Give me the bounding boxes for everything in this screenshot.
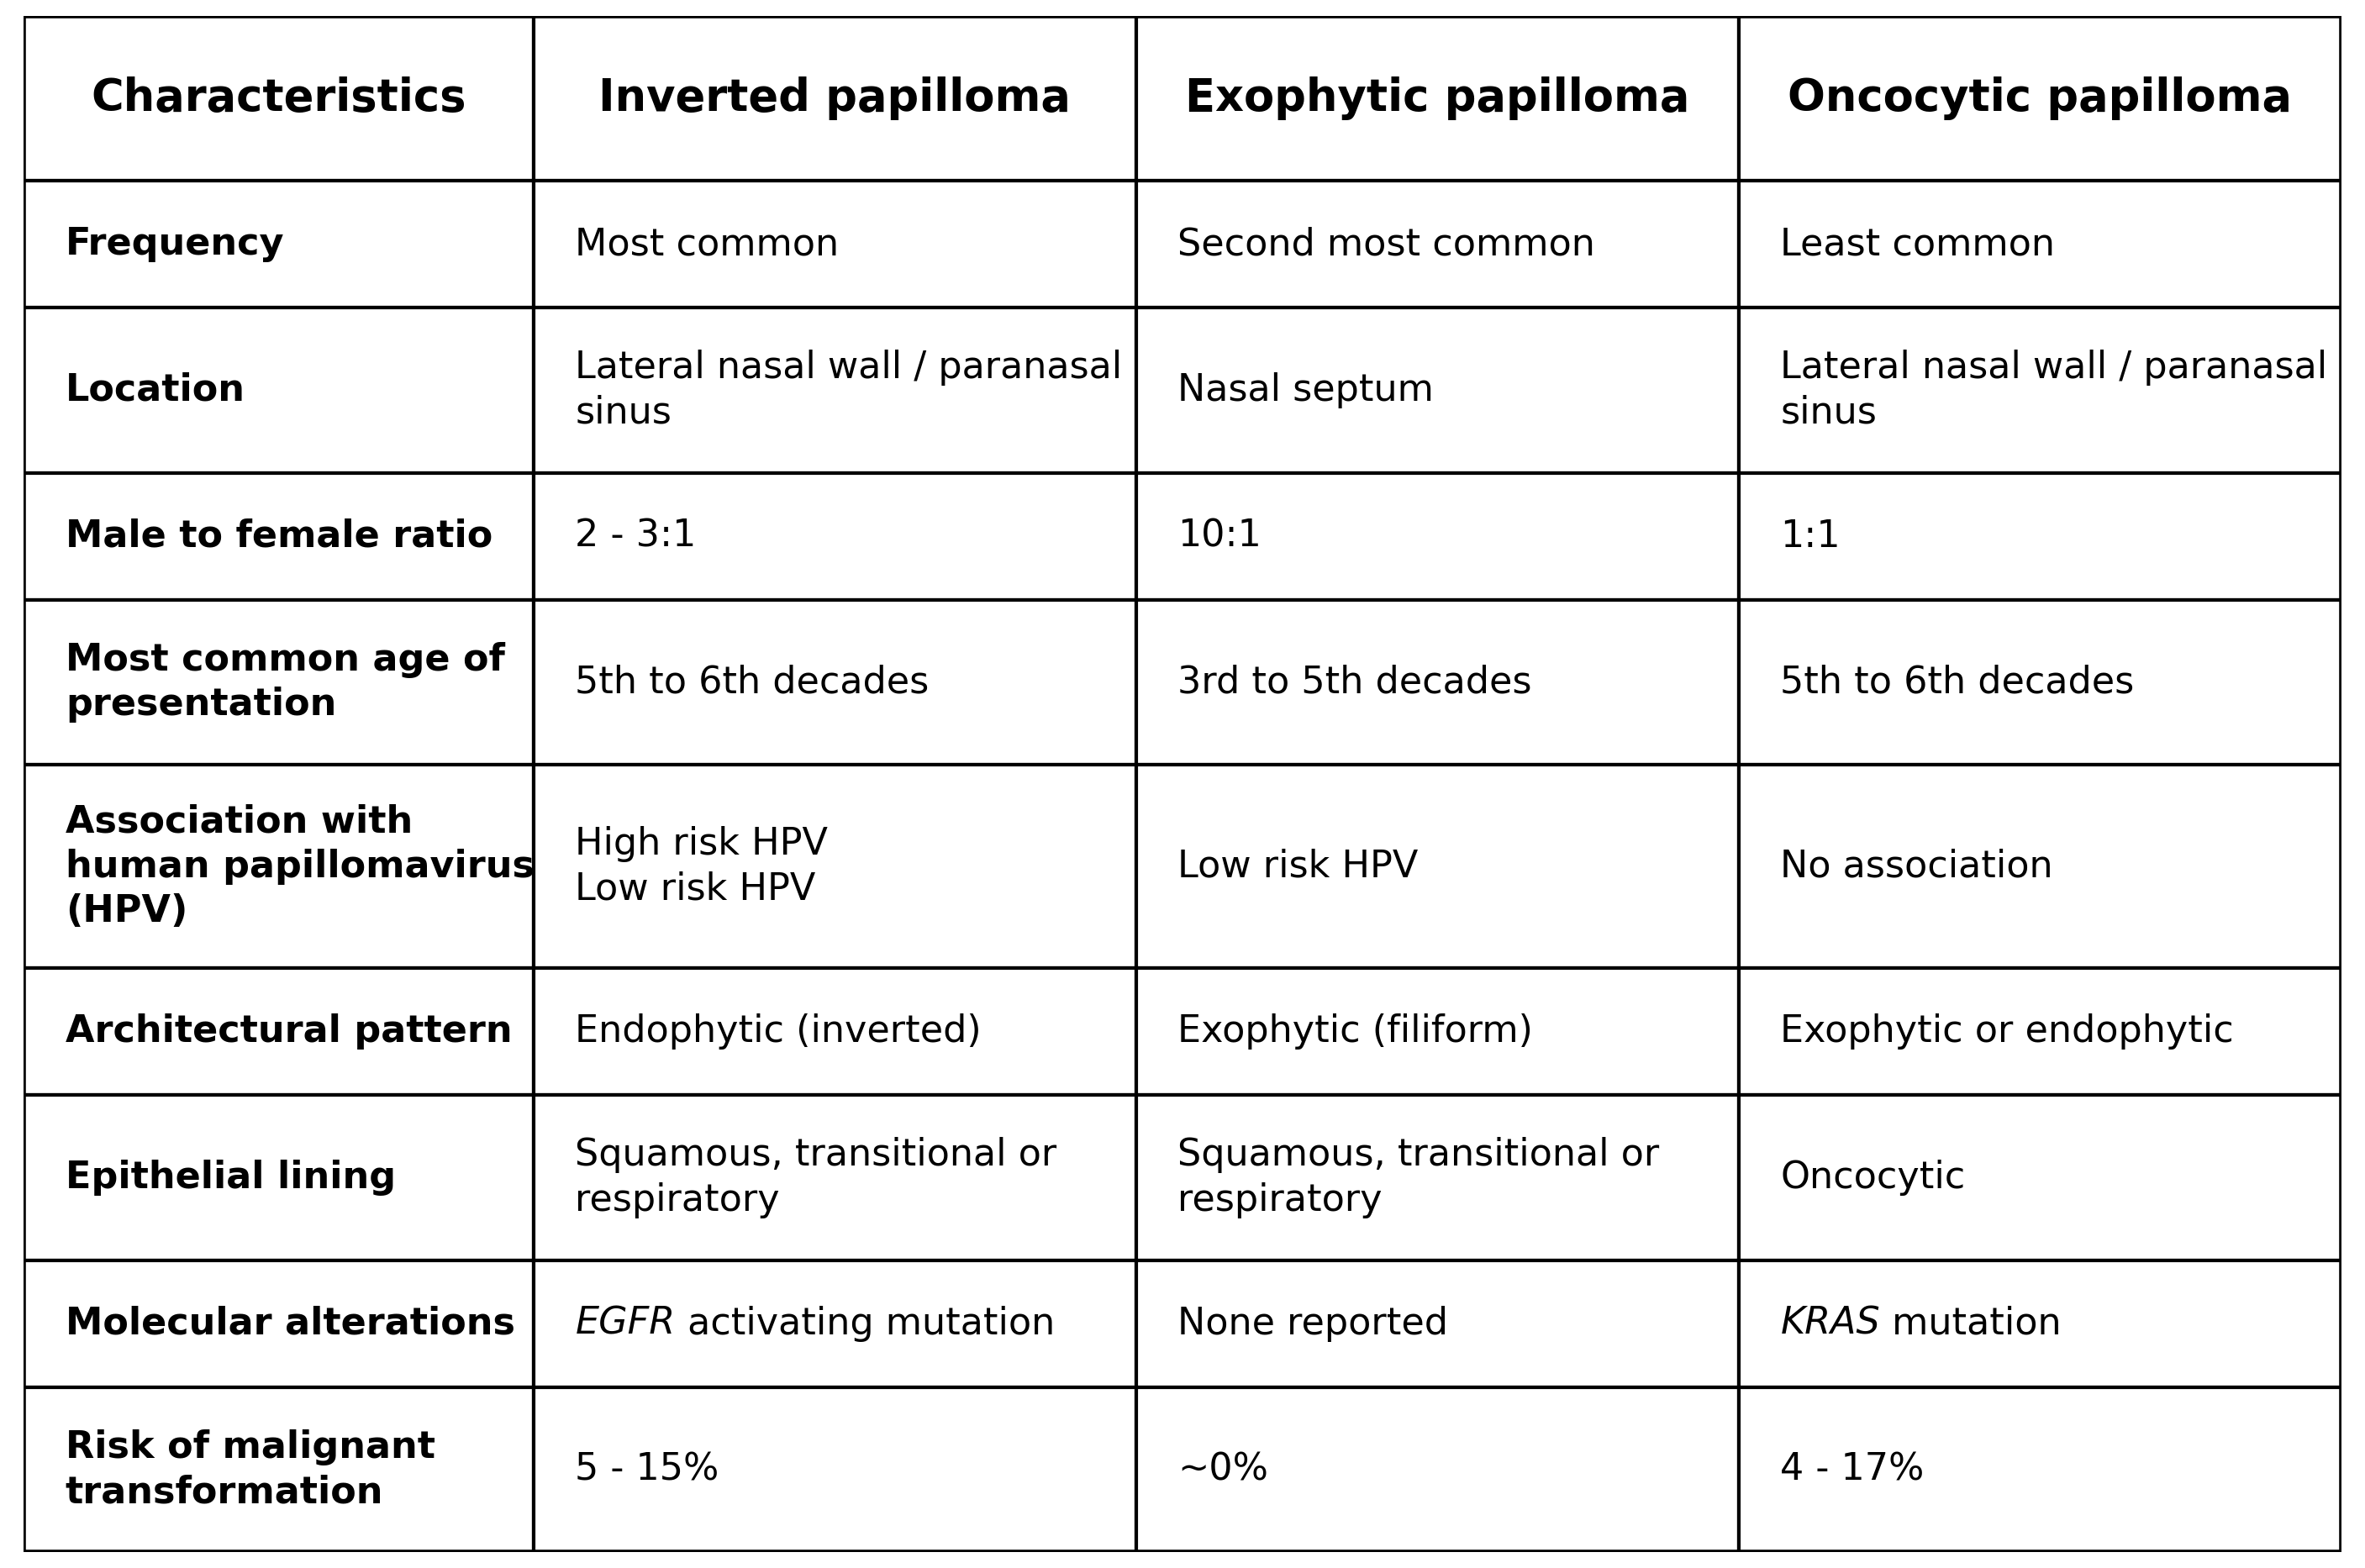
Bar xyxy=(24,1094,534,1261)
Text: 5 - 15%: 5 - 15% xyxy=(575,1452,719,1488)
Bar xyxy=(534,307,1135,474)
Bar xyxy=(1135,601,1738,765)
Bar xyxy=(534,967,1135,1094)
Text: Frequency: Frequency xyxy=(66,226,284,262)
Bar xyxy=(24,474,534,601)
Text: 10:1: 10:1 xyxy=(1178,519,1263,555)
Text: Low risk HPV: Low risk HPV xyxy=(1178,848,1419,884)
Text: Epithelial lining: Epithelial lining xyxy=(66,1160,395,1196)
Text: 1:1: 1:1 xyxy=(1781,519,1840,555)
Bar xyxy=(24,180,534,307)
Bar xyxy=(1135,765,1738,967)
Text: Second most common: Second most common xyxy=(1178,226,1596,262)
Bar xyxy=(1738,1261,2341,1388)
Bar xyxy=(534,180,1135,307)
Text: Location: Location xyxy=(66,372,246,408)
Bar xyxy=(24,1261,534,1388)
Bar xyxy=(534,16,1135,180)
Text: Architectural pattern: Architectural pattern xyxy=(66,1013,513,1049)
Text: 4 - 17%: 4 - 17% xyxy=(1781,1452,1925,1488)
Text: ~0%: ~0% xyxy=(1178,1452,1268,1488)
Text: Most common age of
presentation: Most common age of presentation xyxy=(66,641,504,723)
Text: mutation: mutation xyxy=(1880,1306,2062,1342)
Text: Molecular alterations: Molecular alterations xyxy=(66,1306,516,1342)
Bar xyxy=(1738,765,2341,967)
Bar xyxy=(1738,307,2341,474)
Bar xyxy=(1135,180,1738,307)
Bar xyxy=(1135,307,1738,474)
Bar xyxy=(24,765,534,967)
Text: KRAS: KRAS xyxy=(1781,1306,1880,1342)
Bar xyxy=(1738,1094,2341,1261)
Text: Oncocytic papilloma: Oncocytic papilloma xyxy=(1788,77,2292,121)
Text: Oncocytic: Oncocytic xyxy=(1781,1160,1965,1196)
Text: Inverted papilloma: Inverted papilloma xyxy=(598,77,1071,121)
Text: 5th to 6th decades: 5th to 6th decades xyxy=(575,665,929,701)
Text: Squamous, transitional or
respiratory: Squamous, transitional or respiratory xyxy=(575,1137,1057,1218)
Bar xyxy=(534,1261,1135,1388)
Text: None reported: None reported xyxy=(1178,1306,1447,1342)
Bar xyxy=(24,601,534,765)
Text: activating mutation: activating mutation xyxy=(676,1306,1055,1342)
Text: Association with
human papillomavirus
(HPV): Association with human papillomavirus (H… xyxy=(66,804,534,930)
Bar xyxy=(1135,474,1738,601)
Bar xyxy=(534,474,1135,601)
Bar xyxy=(24,967,534,1094)
Bar xyxy=(1135,1094,1738,1261)
Text: 5th to 6th decades: 5th to 6th decades xyxy=(1781,665,2136,701)
Text: No association: No association xyxy=(1781,848,2053,884)
Text: Exophytic (filiform): Exophytic (filiform) xyxy=(1178,1013,1533,1049)
Bar xyxy=(534,601,1135,765)
Bar xyxy=(1738,180,2341,307)
Text: Lateral nasal wall / paranasal
sinus: Lateral nasal wall / paranasal sinus xyxy=(575,350,1123,431)
Bar xyxy=(534,1094,1135,1261)
Bar xyxy=(1135,967,1738,1094)
Text: Exophytic papilloma: Exophytic papilloma xyxy=(1185,77,1689,121)
Bar xyxy=(1738,474,2341,601)
Text: Most common: Most common xyxy=(575,226,840,262)
Bar xyxy=(1135,16,1738,180)
Bar xyxy=(24,307,534,474)
Bar xyxy=(1738,601,2341,765)
Bar xyxy=(24,1388,534,1552)
Text: Endophytic (inverted): Endophytic (inverted) xyxy=(575,1013,981,1049)
Text: Squamous, transitional or
respiratory: Squamous, transitional or respiratory xyxy=(1178,1137,1660,1218)
Text: Lateral nasal wall / paranasal
sinus: Lateral nasal wall / paranasal sinus xyxy=(1781,350,2327,431)
Bar xyxy=(1135,1388,1738,1552)
Text: Least common: Least common xyxy=(1781,226,2055,262)
Bar xyxy=(1738,1388,2341,1552)
Text: 2 - 3:1: 2 - 3:1 xyxy=(575,519,698,555)
Bar xyxy=(24,16,534,180)
Text: 3rd to 5th decades: 3rd to 5th decades xyxy=(1178,665,1533,701)
Text: High risk HPV
Low risk HPV: High risk HPV Low risk HPV xyxy=(575,826,828,906)
Text: Exophytic or endophytic: Exophytic or endophytic xyxy=(1781,1013,2235,1049)
Text: Nasal septum: Nasal septum xyxy=(1178,372,1433,408)
Text: Risk of malignant
transformation: Risk of malignant transformation xyxy=(66,1430,435,1510)
Bar xyxy=(1738,967,2341,1094)
Bar xyxy=(1135,1261,1738,1388)
Bar xyxy=(534,1388,1135,1552)
Text: Male to female ratio: Male to female ratio xyxy=(66,519,492,555)
Bar xyxy=(1738,16,2341,180)
Text: EGFR: EGFR xyxy=(575,1306,676,1342)
Bar xyxy=(534,765,1135,967)
Text: Characteristics: Characteristics xyxy=(90,77,466,121)
